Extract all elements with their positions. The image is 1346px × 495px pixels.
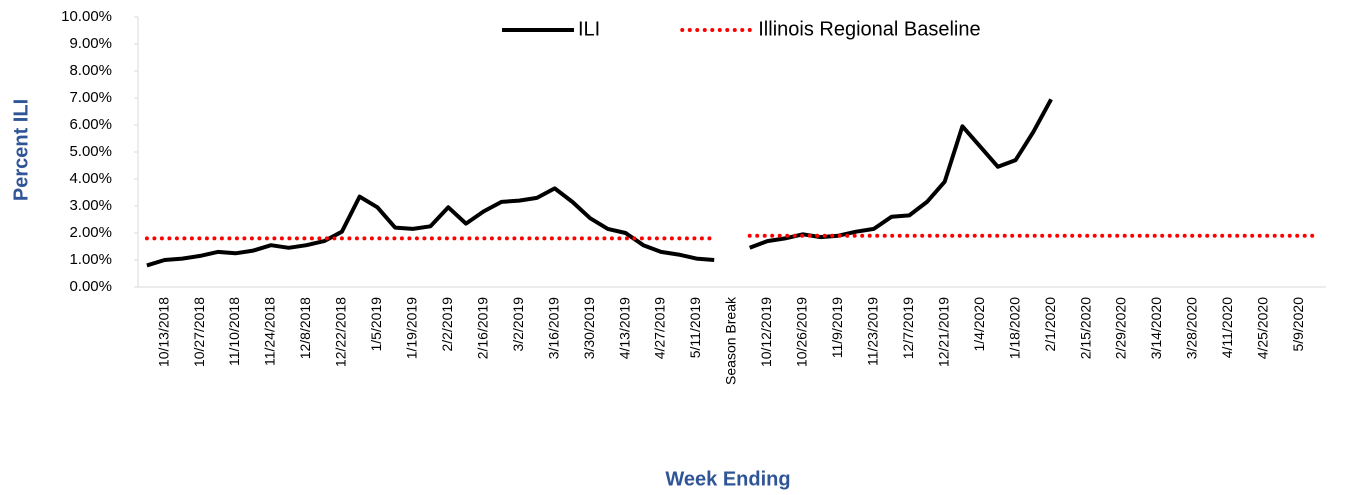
- x-tick-label: 4/13/2019: [616, 297, 632, 359]
- x-tick-label: 12/8/2018: [297, 297, 313, 359]
- x-tick-label: 1/5/2019: [368, 297, 384, 352]
- x-tick-label: 12/22/2018: [333, 297, 349, 367]
- x-tick-label: 10/26/2019: [794, 297, 810, 367]
- x-tick-label: 2/29/2020: [1113, 297, 1129, 359]
- x-tick-label: 11/10/2018: [226, 297, 242, 366]
- y-tick-label: 9.00%: [69, 35, 112, 52]
- series-line: [144, 233, 1319, 241]
- y-tick-label: 0.00%: [69, 278, 112, 295]
- x-tick-label: 12/21/2019: [935, 297, 951, 367]
- x-tick-label: 2/15/2020: [1077, 297, 1093, 359]
- series-line: [146, 98, 1053, 268]
- x-tick-label: 4/27/2019: [652, 297, 668, 359]
- x-tick-label: 3/2/2019: [510, 297, 526, 352]
- x-tick-label: 11/24/2018: [262, 297, 278, 366]
- y-tick-label: 8.00%: [69, 62, 112, 79]
- y-tick-label: 10.00%: [61, 8, 112, 25]
- x-tick-label: 10/27/2018: [191, 297, 207, 367]
- x-tick-label: 3/16/2019: [545, 297, 561, 359]
- x-tick-label: Season Break: [723, 296, 739, 385]
- x-tick-label: 5/9/2020: [1290, 297, 1306, 352]
- x-tick-label: 11/9/2019: [829, 297, 845, 358]
- x-tick-label: 5/11/2019: [687, 297, 703, 358]
- x-tick-label: 3/28/2020: [1184, 297, 1200, 359]
- x-tick-label: 2/2/2019: [439, 297, 455, 352]
- x-tick-label: 1/19/2019: [404, 297, 420, 359]
- x-tick-label: 2/16/2019: [474, 297, 490, 359]
- y-tick-label: 2.00%: [69, 224, 112, 241]
- legend-label: Illinois Regional Baseline: [758, 18, 980, 40]
- x-tick-label: 11/23/2019: [864, 297, 880, 366]
- y-tick-label: 5.00%: [69, 143, 112, 160]
- x-tick-label: 4/11/2020: [1219, 297, 1235, 358]
- y-tick-label: 1.00%: [69, 251, 112, 268]
- y-tick-label: 7.00%: [69, 89, 112, 106]
- x-tick-label: 2/1/2020: [1042, 297, 1058, 352]
- legend-label: ILI: [578, 18, 600, 40]
- x-tick-label: 1/18/2020: [1006, 297, 1022, 359]
- y-axis-title: Percent ILI: [10, 99, 32, 201]
- x-tick-label: 10/13/2018: [155, 297, 171, 367]
- x-tick-label: 4/25/2020: [1255, 297, 1271, 359]
- y-tick-label: 3.00%: [69, 197, 112, 214]
- x-tick-label: 3/30/2019: [581, 297, 597, 359]
- x-tick-label: 1/4/2020: [971, 297, 987, 352]
- y-tick-label: 4.00%: [69, 170, 112, 187]
- x-tick-label: 3/14/2020: [1148, 297, 1164, 359]
- x-axis-title: Week Ending: [665, 468, 790, 490]
- x-tick-label: 10/12/2019: [758, 297, 774, 367]
- y-tick-label: 6.00%: [69, 116, 112, 133]
- x-tick-label: 12/7/2019: [900, 297, 916, 359]
